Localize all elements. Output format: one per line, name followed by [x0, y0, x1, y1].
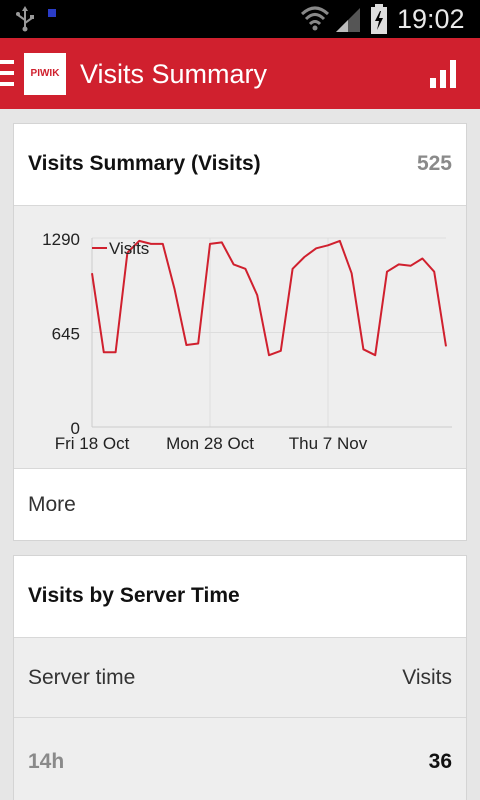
table-row[interactable]: 14h 36 [14, 718, 466, 800]
visits-summary-card: Visits Summary (Visits) 525 1290 645 0 Fri … [13, 123, 467, 541]
y-tick-label: 645 [52, 325, 80, 344]
piwik-logo[interactable]: PIWIK [24, 53, 66, 95]
x-tick-label: Fri 18 Oct [55, 434, 130, 453]
usb-icon [16, 6, 34, 32]
drawer-menu-icon[interactable] [0, 60, 14, 88]
action-bar: PIWIK Visits Summary [0, 38, 480, 109]
card-header[interactable]: Visits by Server Time [14, 556, 466, 638]
card-title: Visits by Server Time [28, 584, 240, 607]
clock: 19:02 [397, 4, 465, 34]
row-value: 36 [428, 750, 452, 773]
y-tick-label: 0 [71, 419, 80, 438]
card-title: Visits Summary (Visits) [28, 152, 261, 175]
page-title: Visits Summary [80, 59, 268, 89]
card-header: Visits Summary (Visits) 525 [14, 124, 466, 206]
column-header-visits: Visits [402, 666, 452, 689]
status-bar: 19:02 [0, 0, 480, 38]
bar-chart-icon[interactable] [428, 58, 458, 88]
x-tick-label: Mon 28 Oct [166, 434, 254, 453]
signal-icon [336, 8, 360, 32]
notification-icon [48, 9, 56, 17]
more-label: More [28, 493, 76, 516]
battery-charging-icon [371, 4, 387, 34]
wifi-icon [300, 6, 330, 31]
visits-count: 525 [416, 152, 452, 175]
visits-chart[interactable]: 1290 645 0 Fri 18 Oct Mon 28 Oct Thu 7 Nov Vis… [14, 206, 466, 469]
table-header: Server time Visits [14, 638, 466, 718]
server-time-card: Visits by Server Time Server time Visits… [13, 555, 467, 800]
legend-label: Visits [109, 239, 149, 258]
row-label: 14h [28, 750, 65, 773]
column-header-server-time: Server time [28, 666, 136, 689]
y-tick-label: 1290 [42, 230, 80, 249]
x-tick-label: Thu 7 Nov [289, 434, 368, 453]
more-button[interactable]: More [14, 469, 466, 541]
series-line-visits [91, 239, 447, 357]
